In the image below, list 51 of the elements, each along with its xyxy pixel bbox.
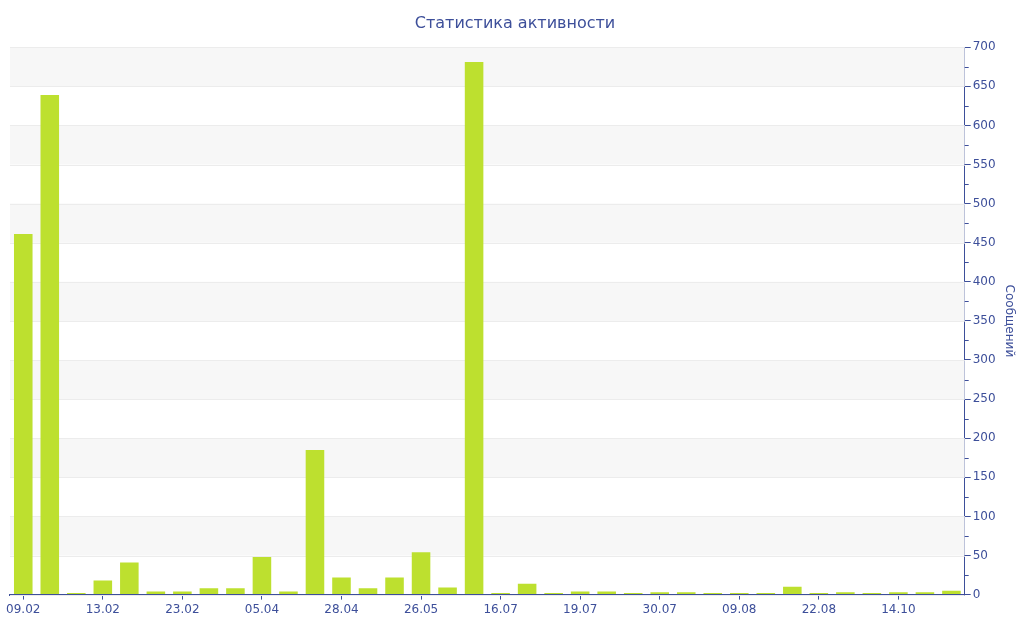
x-tick-label: 19.07 xyxy=(562,601,598,616)
y-tick-label: 250 xyxy=(972,391,996,406)
y-tick-label: 150 xyxy=(972,469,996,484)
bar xyxy=(942,590,961,595)
y-tick-label: 500 xyxy=(972,195,996,210)
x-tick-label: 05.04 xyxy=(244,601,280,616)
y-tick-label: 50 xyxy=(972,547,988,562)
y-axis-title: Сообщений xyxy=(1002,284,1017,358)
bar xyxy=(252,557,272,595)
chart-title: Статистика активности xyxy=(414,12,616,32)
x-tick-label: 23.02 xyxy=(165,601,200,616)
bar xyxy=(305,449,325,595)
x-tick-label: 22.08 xyxy=(801,601,837,616)
bar xyxy=(199,588,219,595)
bar xyxy=(517,583,537,595)
x-tick-label: 30.07 xyxy=(642,601,677,616)
y-tick-label: 700 xyxy=(972,39,996,54)
bar xyxy=(173,591,192,595)
bar xyxy=(226,588,245,595)
bar xyxy=(279,591,298,595)
y-tick-label: 0 xyxy=(972,586,981,601)
bar xyxy=(40,94,60,595)
x-tick-label: 26.05 xyxy=(403,601,439,616)
y-tick-label: 300 xyxy=(972,352,996,367)
bar xyxy=(783,586,802,595)
bar xyxy=(411,552,431,595)
y-tick-label: 600 xyxy=(972,117,996,132)
bar xyxy=(385,577,404,595)
x-tick-label: 14.10 xyxy=(881,601,916,616)
bar xyxy=(570,591,590,595)
x-tick-label: 09.02 xyxy=(6,601,41,616)
y-tick-label: 650 xyxy=(972,78,996,93)
y-tick-label: 200 xyxy=(972,430,996,445)
bar xyxy=(597,591,616,595)
x-tick-label: 28.04 xyxy=(324,601,359,616)
y-tick-label: 450 xyxy=(972,234,996,249)
bar xyxy=(93,580,113,595)
bar xyxy=(332,577,351,595)
y-tick-label: 350 xyxy=(972,313,996,328)
y-tick-label: 400 xyxy=(972,273,996,288)
bar xyxy=(438,587,457,595)
x-tick-label: 09.08 xyxy=(722,601,757,616)
bar xyxy=(13,234,33,595)
y-tick-label: 100 xyxy=(972,508,996,523)
bar xyxy=(120,562,139,595)
x-tick-label: 13.02 xyxy=(85,601,120,616)
x-tick-label: 16.07 xyxy=(483,601,518,616)
y-tick-label: 550 xyxy=(972,156,996,171)
bar xyxy=(146,591,166,595)
bar xyxy=(464,62,484,595)
bar xyxy=(358,588,378,595)
